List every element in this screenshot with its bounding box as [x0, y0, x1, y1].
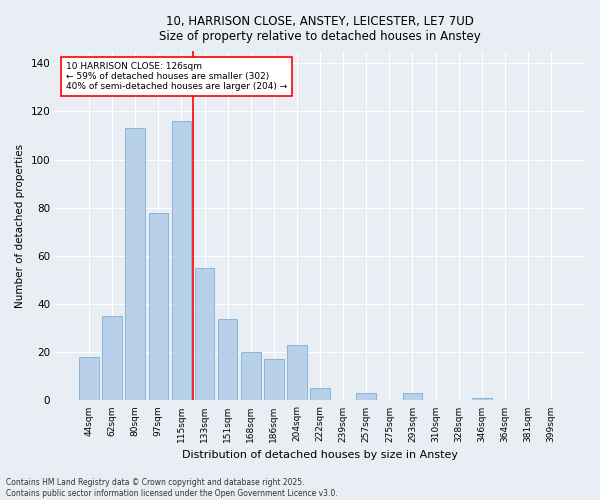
Bar [125, 128, 145, 400]
Y-axis label: Number of detached properties: Number of detached properties [15, 144, 25, 308]
Bar [287, 345, 307, 401]
Bar [172, 121, 191, 400]
Bar [149, 212, 168, 400]
Bar [403, 393, 422, 400]
Bar [472, 398, 491, 400]
Bar [218, 318, 238, 400]
Title: 10, HARRISON CLOSE, ANSTEY, LEICESTER, LE7 7UD
Size of property relative to deta: 10, HARRISON CLOSE, ANSTEY, LEICESTER, L… [159, 15, 481, 43]
Bar [241, 352, 260, 401]
Bar [264, 360, 284, 401]
X-axis label: Distribution of detached houses by size in Anstey: Distribution of detached houses by size … [182, 450, 458, 460]
Bar [79, 357, 99, 401]
Bar [310, 388, 330, 400]
Text: 10 HARRISON CLOSE: 126sqm
← 59% of detached houses are smaller (302)
40% of semi: 10 HARRISON CLOSE: 126sqm ← 59% of detac… [66, 62, 287, 92]
Bar [195, 268, 214, 400]
Text: Contains HM Land Registry data © Crown copyright and database right 2025.
Contai: Contains HM Land Registry data © Crown c… [6, 478, 338, 498]
Bar [103, 316, 122, 400]
Bar [356, 393, 376, 400]
